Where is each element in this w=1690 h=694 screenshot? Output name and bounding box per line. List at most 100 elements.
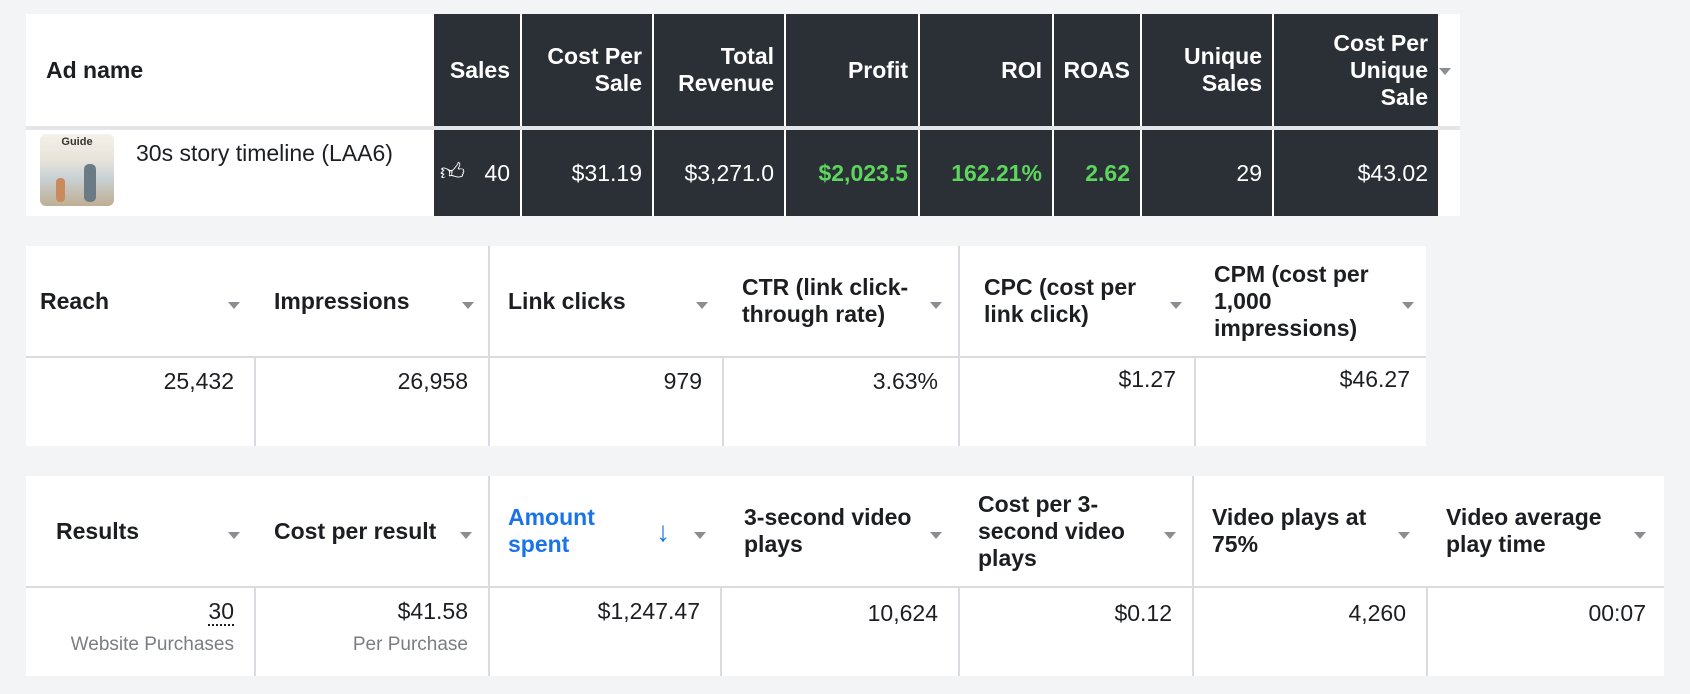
ad-performance-table: Ad name Sales Cost Per Sale Total Revenu…: [26, 14, 1460, 216]
results-count-link[interactable]: 30: [208, 598, 234, 626]
thumbnail-figure-adult: [84, 164, 96, 202]
column-header-video-plays-at-75[interactable]: Video plays at 75%: [1212, 476, 1392, 586]
avg-play-time-value: 00:07: [1588, 600, 1646, 626]
column-header-roi[interactable]: ROI: [920, 14, 1052, 126]
results-type-label: Website Purchases: [70, 634, 234, 655]
results-metrics-table: Results Cost per result Amount spent ↓ 3…: [26, 476, 1664, 676]
thumbs-up-icon: 👍︎: [440, 159, 466, 186]
header-row-divider: [26, 356, 1426, 358]
column-menu-caret-icon[interactable]: [228, 302, 240, 309]
column-header-sales[interactable]: Sales: [434, 14, 520, 126]
header-label: Unique Sales: [1184, 43, 1262, 96]
column-divider: [254, 586, 256, 676]
unique-sales-value: 29: [1236, 159, 1262, 186]
header-label: Results: [56, 517, 140, 544]
column-menu-caret-icon[interactable]: [460, 532, 472, 539]
total-revenue-value: $3,271.0: [684, 159, 774, 186]
results-value[interactable]: 30: [26, 598, 234, 626]
column-divider: [520, 14, 522, 216]
column-menu-caret-icon[interactable]: [694, 532, 706, 539]
column-header-cpm[interactable]: CPM (cost per 1,000 impressions): [1214, 246, 1394, 356]
sort-descending-arrow-icon[interactable]: ↓: [656, 516, 670, 547]
header-label: Cost Per Sale: [547, 43, 642, 96]
column-header-amount-spent[interactable]: Amount spent: [508, 476, 618, 586]
header-label: ROAS: [1063, 56, 1130, 83]
column-menu-caret-icon[interactable]: [1634, 532, 1646, 539]
header-label: Total Revenue: [678, 43, 774, 96]
cost-per-result-value: $41.58: [397, 598, 468, 624]
amount-spent-value: $1,247.47: [597, 598, 700, 624]
header-label: Video plays at 75%: [1212, 504, 1367, 557]
column-divider: [958, 246, 960, 446]
header-label: Reach: [40, 287, 110, 314]
ctr-value: 3.63%: [872, 368, 938, 394]
column-menu-caret-icon[interactable]: [1402, 302, 1414, 309]
column-header-cpc[interactable]: CPC (cost per link click): [984, 246, 1164, 356]
sales-value: 40: [484, 159, 510, 186]
column-divider: [958, 586, 960, 676]
cost-per-sale-value: $31.19: [571, 159, 642, 186]
column-header-ctr[interactable]: CTR (link click-through rate): [742, 246, 922, 356]
video-plays-75-value: 4,260: [1348, 600, 1406, 626]
column-header-roas[interactable]: ROAS: [1054, 14, 1140, 126]
header-label: Cost per 3-second video plays: [978, 490, 1125, 571]
column-header-video-average-play-time[interactable]: Video average play time: [1446, 476, 1626, 586]
column-header-link-clicks[interactable]: Link clicks: [508, 246, 698, 356]
column-divider: [1052, 14, 1054, 216]
header-row-divider: [26, 586, 1664, 588]
column-menu-caret-icon[interactable]: [930, 532, 942, 539]
column-header-ad-name[interactable]: Ad name: [46, 14, 426, 126]
column-divider: [722, 356, 724, 446]
column-header-cost-per-unique-sale[interactable]: Cost Per Unique Sale: [1274, 14, 1438, 126]
header-label: Amount spent: [508, 504, 595, 557]
header-label: ROI: [1001, 56, 1042, 83]
profit-value: $2,023.5: [818, 159, 908, 186]
column-header-profit[interactable]: Profit: [786, 14, 918, 126]
column-divider: [720, 586, 722, 676]
column-menu-caret-icon[interactable]: [1398, 532, 1410, 539]
ad-name-link[interactable]: 30s story timeline (LAA6): [136, 140, 393, 166]
column-header-3-second-video-plays[interactable]: 3-second video plays: [744, 476, 924, 586]
ad-thumbnail[interactable]: Guide: [40, 134, 114, 206]
column-menu-caret-icon[interactable]: [1164, 532, 1176, 539]
header-label: CTR (link click-through rate): [742, 274, 909, 327]
impressions-value: 26,958: [397, 368, 468, 394]
thumbnail-figure-child: [56, 178, 65, 202]
column-header-cost-per-result[interactable]: Cost per result: [274, 476, 464, 586]
column-divider: [488, 246, 490, 446]
column-divider: [652, 14, 654, 216]
sales-value-cell: 👍︎ 40: [434, 130, 520, 216]
header-label: 3-second video plays: [744, 504, 912, 557]
column-header-unique-sales[interactable]: Unique Sales: [1142, 14, 1272, 126]
roas-value: 2.62: [1085, 159, 1130, 186]
column-header-impressions[interactable]: Impressions: [274, 246, 464, 356]
column-header-reach[interactable]: Reach: [40, 246, 230, 356]
cost-per-unique-sale-value: $43.02: [1357, 159, 1428, 186]
column-header-cost-per-3-second-video-plays[interactable]: Cost per 3-second video plays: [978, 476, 1158, 586]
video-plays-3s-value: 10,624: [867, 600, 938, 626]
header-label: Sales: [449, 56, 510, 83]
header-label: Impressions: [274, 287, 410, 314]
delivery-metrics-table: Reach Impressions Link clicks CTR (link …: [26, 246, 1426, 446]
column-menu-caret-icon[interactable]: [696, 302, 708, 309]
column-header-cost-per-sale[interactable]: Cost Per Sale: [522, 14, 652, 126]
column-menu-caret-icon[interactable]: [228, 532, 240, 539]
column-divider: [918, 14, 920, 216]
header-label: Link clicks: [508, 287, 626, 314]
column-menu-caret-icon[interactable]: [1439, 68, 1451, 75]
column-header-total-revenue[interactable]: Total Revenue: [654, 14, 784, 126]
header-row-divider: [26, 126, 1460, 130]
column-divider: [1140, 14, 1142, 216]
column-menu-caret-icon[interactable]: [1170, 302, 1182, 309]
column-header-results[interactable]: Results: [56, 476, 226, 586]
column-menu-caret-icon[interactable]: [462, 302, 474, 309]
column-divider: [488, 476, 490, 676]
header-label: Profit: [847, 56, 908, 83]
cpm-value: $46.27: [1339, 366, 1410, 392]
roi-value: 162.21%: [951, 159, 1042, 186]
column-divider: [1194, 356, 1196, 446]
custom-metrics-block: [434, 14, 1438, 216]
column-divider: [1426, 586, 1428, 676]
column-menu-caret-icon[interactable]: [930, 302, 942, 309]
cpc-value: $1.27: [1118, 366, 1176, 392]
